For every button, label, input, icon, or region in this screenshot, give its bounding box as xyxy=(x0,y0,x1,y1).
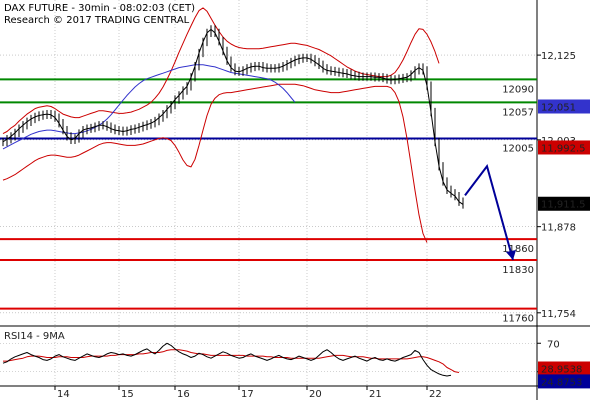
x-tick-label: 16 xyxy=(177,389,190,400)
bollinger-lower-line xyxy=(2,83,428,243)
rsi-tag-bg-24.8753 xyxy=(538,374,590,389)
moving-average-line xyxy=(2,64,296,150)
price-tag-label-12,051: 12,051 xyxy=(541,102,576,113)
x-tick-label: 15 xyxy=(121,389,134,400)
level-label-11760: 11760 xyxy=(502,314,534,325)
rsi-panel: RSI14 - 9MA xyxy=(0,331,537,377)
indicator-lines xyxy=(2,7,464,243)
level-label-12005: 12005 xyxy=(502,143,534,154)
bollinger-upper-line xyxy=(2,7,440,135)
x-tick-label: 22 xyxy=(429,389,442,400)
price-tag-bg-11,911.5 xyxy=(538,196,590,211)
level-label-11830: 11830 xyxy=(502,265,534,276)
rsi-title: RSI14 - 9MA xyxy=(4,331,65,342)
price-close-line xyxy=(2,28,464,205)
x-tick-label: 14 xyxy=(57,389,70,400)
rsi-line xyxy=(2,342,452,377)
y-tick-label: 11,878 xyxy=(541,223,576,234)
level-label-11860: 11860 xyxy=(502,244,534,255)
rsi-ma-line xyxy=(3,349,460,373)
x-tick-label: 20 xyxy=(309,389,322,400)
price-tag-label-11,992.5: 11,992.5 xyxy=(541,143,586,154)
price-tag-bg-11,992.5 xyxy=(538,140,590,155)
y-tick-label: 11,754 xyxy=(541,309,576,320)
forecast-arrow xyxy=(464,164,516,261)
rsi-tag-label-28.9538: 28.9538 xyxy=(541,364,582,375)
forecast-path xyxy=(464,164,514,261)
level-label-12090: 12090 xyxy=(502,84,534,95)
chart-title: DAX FUTURE - 30min - 08:02:03 (CET) xyxy=(4,3,195,14)
rsi-tag-label-24.8753: 24.8753 xyxy=(541,377,582,388)
price-tags: 12,051 11,992.5 11,911.5 28.9538 24.8753 xyxy=(538,99,590,389)
axes: 1415161720212212,12512,00311,87811,75470… xyxy=(54,51,576,400)
x-tick-label: 21 xyxy=(369,389,382,400)
y-tick-label: 12,125 xyxy=(541,51,576,62)
rsi-tag-bg-28.9538 xyxy=(538,361,590,376)
level-lines: 12090 12057 12005 11860 11830 11760 xyxy=(0,78,537,325)
forecast-arrowhead xyxy=(506,250,516,261)
chart-credit: Research © 2017 TRADING CENTRAL xyxy=(4,15,190,26)
rsi-tick-label: 70 xyxy=(547,339,560,350)
level-label-12057: 12057 xyxy=(502,107,534,118)
x-tick-label: 17 xyxy=(241,389,254,400)
price-tag-bg-12,051 xyxy=(538,99,590,114)
price-tag-label-11,911.5: 11,911.5 xyxy=(541,200,586,211)
